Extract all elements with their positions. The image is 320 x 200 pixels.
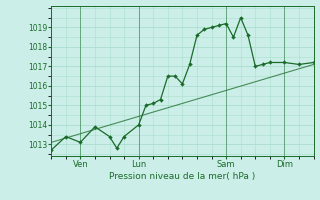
X-axis label: Pression niveau de la mer( hPa ): Pression niveau de la mer( hPa )	[109, 172, 256, 181]
